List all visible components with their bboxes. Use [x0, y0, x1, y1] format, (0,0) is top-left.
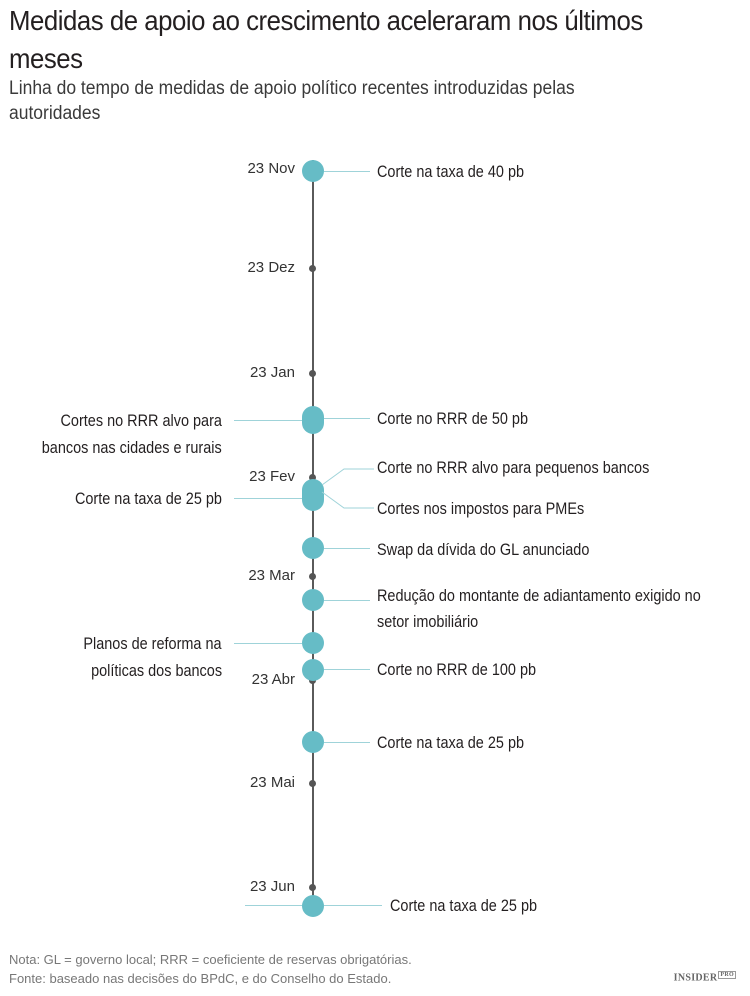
month-tick: [309, 780, 316, 787]
event-connector: [234, 643, 302, 644]
logo-badge: PRO: [718, 971, 736, 979]
event-label: Corte na taxa de 25 pb: [390, 896, 538, 915]
month-label: 23 Jun: [249, 878, 295, 895]
event-connector: [234, 498, 302, 499]
event-connector-diagonal: [321, 468, 374, 509]
month-label: 23 Nov: [247, 160, 295, 177]
event-connector: [234, 420, 302, 421]
event-node: [302, 406, 324, 434]
event-connector: [324, 669, 370, 670]
month-label: 23 Dez: [247, 259, 295, 276]
event-connector: [245, 905, 302, 906]
event-label: Swap da dívida do GL anunciado: [377, 540, 590, 559]
month-label: 23 Mar: [248, 567, 295, 584]
event-connector: [324, 548, 370, 549]
event-node: [302, 537, 324, 559]
event-label: políticas dos bancos: [91, 661, 222, 680]
event-label: Corte na taxa de 25 pb: [377, 733, 525, 752]
event-label: bancos nas cidades e rurais: [42, 438, 222, 457]
brand-logo: INSIDER PRO: [673, 971, 736, 984]
month-label: 23 Abr: [251, 671, 295, 688]
event-node: [302, 731, 324, 753]
event-node: [302, 659, 324, 681]
month-label: 23 Jan: [249, 364, 295, 381]
event-label: Corte no RRR de 100 pb: [377, 660, 537, 679]
month-tick: [309, 265, 316, 272]
footer-notes: Nota: GL = governo local; RRR = coeficie…: [9, 950, 412, 988]
chart-title: Medidas de apoio ao crescimento acelerar…: [9, 5, 643, 74]
event-connector: [324, 171, 370, 172]
event-connector: [324, 742, 370, 743]
event-connector: [324, 905, 382, 906]
event-node: [302, 632, 324, 654]
month-tick: [309, 370, 316, 377]
event-connector: [324, 600, 370, 601]
event-label: Redução do montante de adiantamento exig…: [377, 586, 701, 605]
month-tick: [309, 884, 316, 891]
event-label: Cortes nos impostos para PMEs: [377, 499, 585, 518]
footer-note: Nota: GL = governo local; RRR = coeficie…: [9, 952, 412, 967]
month-tick: [309, 474, 316, 481]
month-label: 23 Fev: [249, 468, 295, 485]
event-label: Corte no RRR alvo para pequenos bancos: [377, 458, 650, 477]
event-label: Corte na taxa de 40 pb: [377, 162, 525, 181]
event-label: setor imobiliário: [377, 612, 479, 631]
chart-subtitle: Linha do tempo de medidas de apoio polít…: [9, 78, 575, 124]
event-node: [302, 589, 324, 611]
event-label: Planos de reforma na: [83, 634, 222, 653]
event-connector: [324, 418, 370, 419]
month-tick: [309, 573, 316, 580]
month-label: 23 Mai: [249, 774, 295, 791]
event-node: [302, 895, 324, 917]
event-label: Corte no RRR de 50 pb: [377, 409, 529, 428]
footer-source: Fonte: baseado nas decisões do BPdC, e d…: [9, 971, 392, 986]
logo-text: INSIDER: [673, 972, 718, 984]
event-node: [302, 160, 324, 182]
event-label: Corte na taxa de 25 pb: [74, 489, 222, 508]
event-label: Cortes no RRR alvo para: [60, 411, 222, 430]
event-node: [302, 479, 324, 511]
